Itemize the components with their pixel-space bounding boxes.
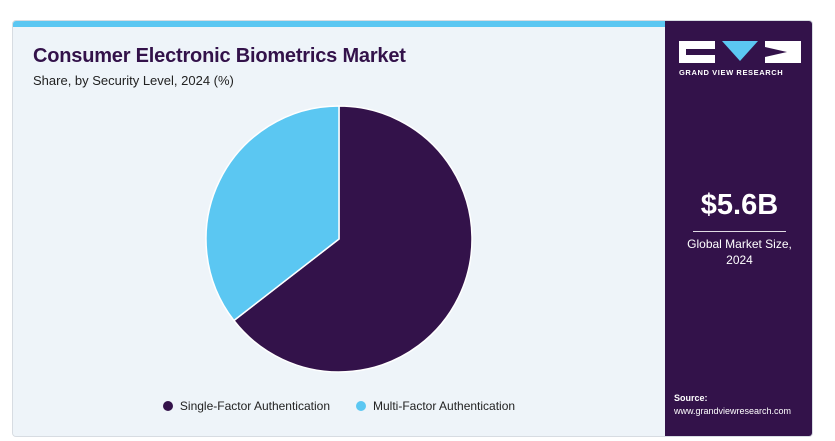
pie-slice-single-factor-authentication — [232, 105, 473, 373]
legend-item-single-factor: Single-Factor Authentication — [162, 399, 330, 413]
infographic-card: Consumer Electronic Biometrics Market Sh… — [12, 20, 813, 437]
chart-legend: Single-Factor Authentication Multi-Facto… — [13, 399, 665, 413]
market-size-label-line1: Global Market Size, — [687, 237, 792, 251]
legend-dot-single-factor — [162, 401, 173, 411]
legend-label-single-factor: Single-Factor Authentication — [179, 399, 330, 413]
source-label: Source: — [674, 393, 708, 403]
pie-slice-multi-factor-authentication — [205, 105, 340, 322]
brand-name: GRAND VIEW RESEARCH — [679, 68, 784, 77]
pie-chart — [205, 105, 473, 373]
chart-panel: Consumer Electronic Biometrics Market Sh… — [13, 27, 665, 436]
legend-item-multi-factor: Multi-Factor Authentication — [356, 399, 515, 413]
legend-label-multi-factor: Multi-Factor Authentication — [373, 399, 516, 413]
divider-line — [693, 231, 786, 232]
chart-title: Consumer Electronic Biometrics Market — [33, 45, 406, 67]
market-size-label: Global Market Size, 2024 — [665, 236, 812, 268]
source-link[interactable]: www.grandviewresearch.com — [674, 406, 792, 416]
market-size-label-line2: 2024 — [726, 253, 753, 267]
accent-bar — [13, 21, 665, 27]
logo-mark-icon — [679, 41, 801, 63]
market-size-value: $5.6B — [700, 189, 779, 221]
brand-logo: GRAND VIEW RESEARCH — [679, 41, 801, 77]
chart-subtitle: Share, by Security Level, 2024 (%) — [33, 73, 234, 88]
sidebar-panel: GRAND VIEW RESEARCH $5.6B Global Market … — [665, 21, 812, 436]
legend-dot-multi-factor — [356, 401, 366, 411]
